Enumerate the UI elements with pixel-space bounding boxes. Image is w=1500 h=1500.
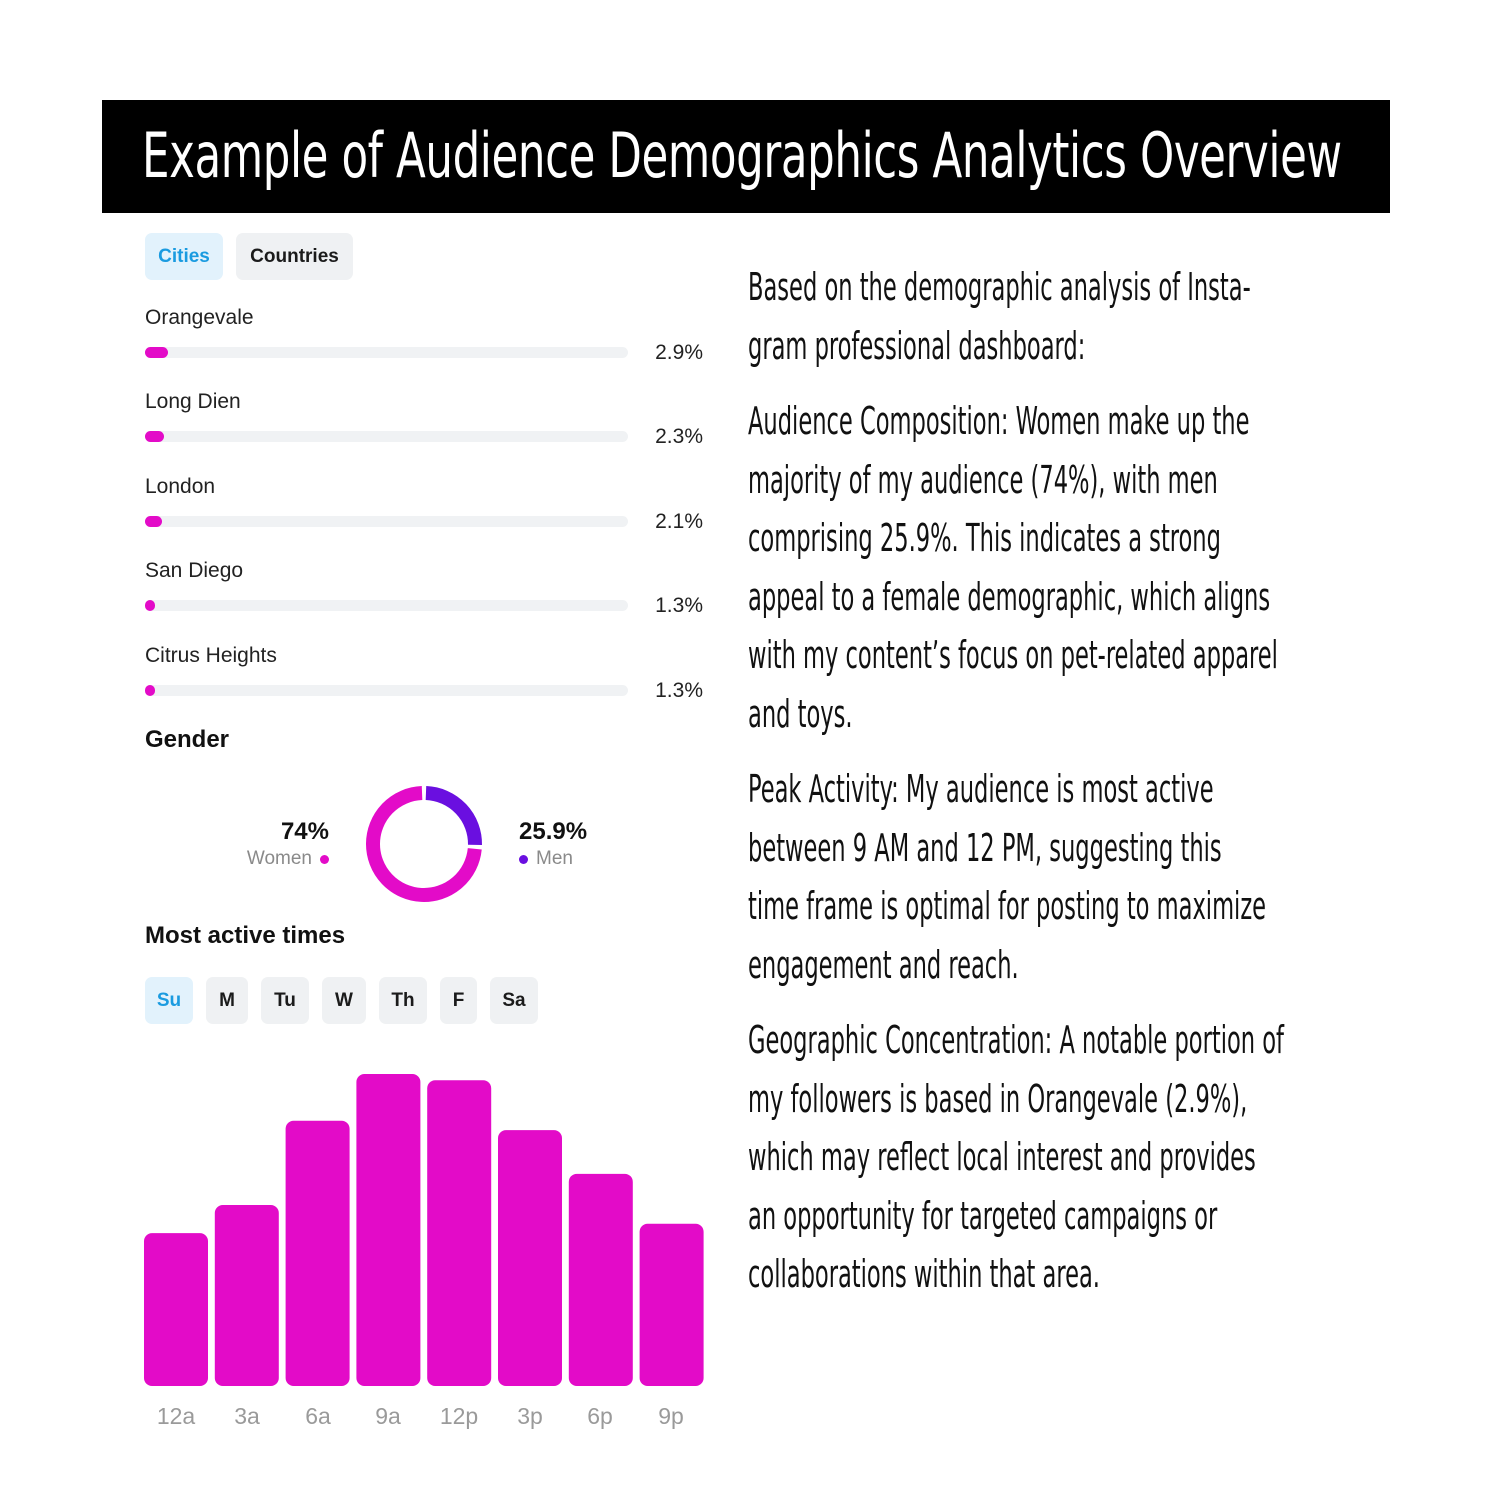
city-percent: 2.1% — [655, 510, 703, 533]
summary-intro: Based on the demographic analysis of Ins… — [748, 265, 1251, 368]
city-name: Long Dien — [145, 390, 241, 413]
city-bar-track — [145, 516, 628, 527]
bar-3a — [214, 1205, 279, 1386]
bar-6p — [568, 1173, 633, 1386]
x-tick-label: 9p — [658, 1403, 684, 1429]
page-title: Example of Audience Demographics Analyti… — [142, 119, 1342, 192]
women-percent: 74% — [280, 818, 329, 845]
city-bar-fill — [145, 431, 164, 442]
donut-women-slice — [366, 786, 482, 902]
day-tab-w[interactable]: W — [322, 977, 366, 1024]
city-percent: 1.3% — [655, 594, 703, 617]
active-times-heading: Most active times — [145, 922, 346, 949]
x-tick-label: 6p — [587, 1403, 613, 1429]
bar-12a — [144, 1233, 208, 1386]
day-tab-su[interactable]: Su — [145, 977, 193, 1024]
active-times-chart — [144, 1074, 704, 1386]
men-label: Men — [536, 848, 573, 869]
women-legend: Women — [247, 848, 329, 870]
city-percent: 2.3% — [655, 425, 703, 448]
summary-peak: Peak Activity: My audience is most activ… — [748, 767, 1267, 987]
x-tick-label: 6a — [305, 1403, 331, 1429]
x-tick-label: 9a — [375, 1403, 401, 1429]
gender-heading: Gender — [145, 726, 230, 753]
city-bar-fill — [145, 600, 156, 611]
city-percent: 2.9% — [655, 341, 703, 364]
x-tick-label: 12p — [439, 1403, 479, 1429]
city-name: San Diego — [145, 559, 244, 582]
x-tick-label: 3a — [234, 1403, 260, 1429]
city-bar-fill — [145, 685, 156, 696]
summary-geo: Geographic Concentration: A notable port… — [748, 1018, 1284, 1296]
summary-composition: Audience Composition: Women make up the … — [748, 399, 1278, 736]
donut-men-slice — [425, 786, 482, 846]
summary-text: Based on the demographic analysis of Ins… — [748, 258, 1368, 1321]
day-tab-tu[interactable]: Tu — [261, 977, 309, 1024]
men-dot-icon — [519, 854, 528, 864]
city-bar-track — [145, 347, 628, 358]
city-name: Citrus Heights — [145, 644, 277, 667]
city-bar-track — [145, 431, 628, 442]
day-tab-f[interactable]: F — [440, 977, 477, 1024]
x-tick-label: 12a — [156, 1403, 196, 1429]
women-label: Women — [246, 848, 312, 869]
bar-9p — [639, 1223, 704, 1386]
city-name: Orangevale — [145, 306, 254, 329]
x-tick-label: 3p — [517, 1403, 543, 1429]
bar-3p — [498, 1130, 562, 1386]
day-tab-m[interactable]: M — [206, 977, 248, 1024]
women-dot-icon — [320, 854, 329, 864]
title-banner: Example of Audience Demographics Analyti… — [102, 100, 1390, 213]
tab-cities[interactable]: Cities — [145, 233, 223, 280]
bar-9a — [356, 1074, 421, 1386]
men-legend: Men — [519, 848, 573, 870]
day-tab-th[interactable]: Th — [379, 977, 427, 1024]
city-bar-fill — [145, 347, 169, 358]
city-name: London — [145, 475, 216, 498]
tab-countries[interactable]: Countries — [236, 233, 353, 280]
gender-donut-chart — [366, 786, 482, 902]
bar-12p — [427, 1080, 492, 1386]
day-tab-sa[interactable]: Sa — [490, 977, 538, 1024]
men-percent: 25.9% — [519, 818, 588, 845]
city-percent: 1.3% — [655, 679, 703, 702]
city-bar-fill — [145, 516, 162, 527]
city-bar-track — [145, 600, 628, 611]
bar-6a — [285, 1120, 350, 1386]
city-bar-track — [145, 685, 628, 696]
